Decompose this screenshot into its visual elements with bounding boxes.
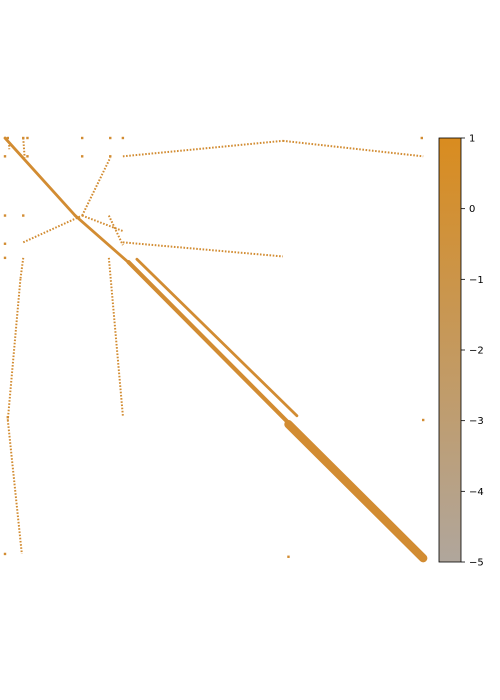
dotted-segment-9	[107, 257, 124, 416]
data-point-8	[26, 155, 29, 158]
dotted-segment-2	[19, 257, 25, 280]
dotted-segment-6	[81, 157, 112, 216]
data-point-9	[80, 155, 84, 158]
dotted-segment-4	[6, 419, 23, 555]
data-point-13	[3, 242, 7, 245]
diagonal-band-2	[126, 259, 291, 425]
colorbar-tick-label-2: −1	[469, 275, 484, 286]
data-point-2	[26, 136, 29, 140]
data-point-3	[80, 136, 84, 140]
dotted-segment-12	[122, 241, 283, 258]
dotted-segment-11	[282, 139, 424, 158]
data-point-0	[6, 136, 10, 140]
data-point-10	[109, 155, 112, 158]
dotted-segment-5	[22, 214, 83, 244]
colorbar-tick-label-6: −5	[469, 558, 484, 569]
colorbar: 1 0 −1 −2 −3 −4 −5	[438, 134, 484, 569]
dotted-segment-7	[81, 214, 124, 232]
diagonal-band-4	[284, 420, 428, 563]
diagonal-band-3	[135, 257, 299, 418]
data-point-5	[121, 136, 125, 140]
colorbar-tick-label-3: −2	[469, 346, 484, 357]
dotted-segment-8	[107, 215, 124, 246]
colorbar-tick-label-1: 0	[469, 204, 475, 215]
data-point-18	[287, 555, 290, 558]
colorbar-tick-label-0: 1	[469, 134, 475, 145]
data-point-19	[423, 558, 426, 561]
dotted-segment-10	[122, 139, 283, 158]
data-point-6	[420, 136, 423, 140]
data-point-17	[3, 552, 7, 556]
dotted-segment-1	[22, 137, 26, 158]
data-point-11	[3, 214, 7, 217]
data-point-7	[3, 155, 7, 158]
data-point-15	[6, 415, 10, 419]
data-point-12	[22, 214, 25, 217]
data-point-4	[109, 136, 112, 140]
data-point-14	[3, 256, 7, 260]
dotted-segment-3	[6, 278, 22, 421]
data-point-1	[22, 136, 25, 140]
diagonal-band-1	[73, 214, 133, 267]
colorbar-ticks: 1 0 −1 −2 −3 −4 −5	[461, 134, 484, 569]
colorbar-tick-label-4: −3	[469, 416, 484, 427]
data-point-16	[421, 418, 425, 422]
colorbar-tick-label-5: −4	[469, 487, 484, 498]
diagonal-band-0	[3, 136, 77, 217]
plot-area	[3, 136, 428, 563]
colorbar-gradient	[439, 138, 461, 562]
